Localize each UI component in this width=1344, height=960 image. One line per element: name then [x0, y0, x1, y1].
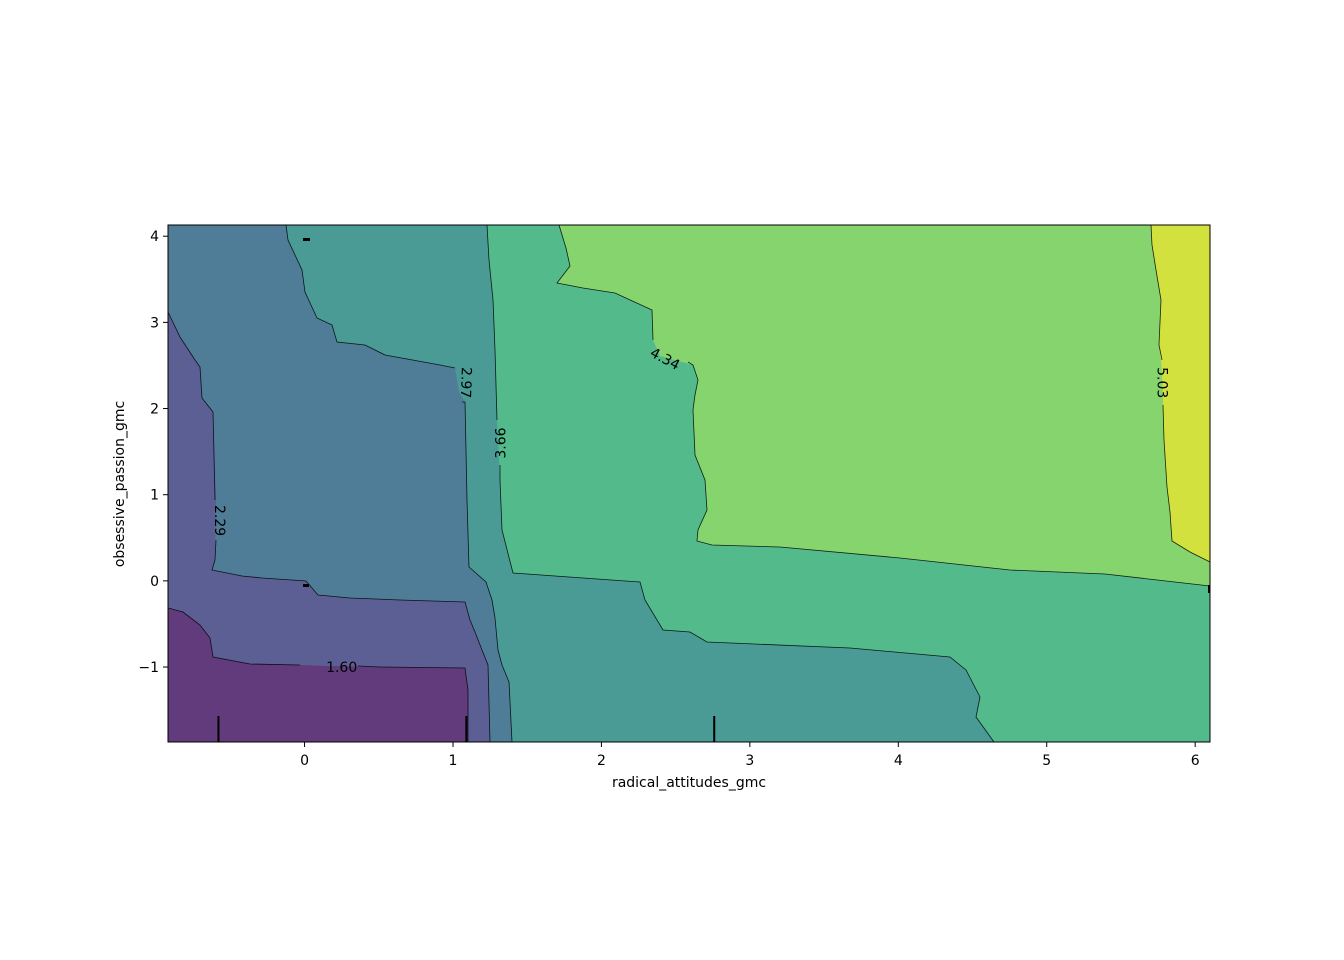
contour-region-level-1: [168, 312, 490, 742]
contour-label: 1.60: [326, 660, 357, 676]
y-tick-label: 2: [150, 402, 159, 418]
x-axis-label: radical_attitudes_gmc: [612, 775, 766, 791]
contour-line-3.66: [486, 225, 995, 742]
y-axis-ticks: −1 0 1 2 3 4: [138, 229, 168, 676]
contour-label: 2.29: [211, 505, 227, 536]
contour-artifact: [1208, 585, 1210, 593]
y-tick-label: 0: [150, 574, 159, 590]
x-tick-label: 6: [1191, 753, 1200, 769]
y-tick-label: 4: [150, 229, 159, 245]
contour-line-2.97: [285, 225, 513, 742]
x-tick-label: 3: [745, 753, 754, 769]
y-tick-label: 1: [150, 488, 159, 504]
contour-line-4.34: [556, 225, 1210, 587]
contour-label: 3.66: [493, 427, 509, 458]
contour-line-1.60: [168, 607, 469, 742]
x-tick-label: 2: [597, 753, 606, 769]
plot-area: 1.602.292.973.664.345.03: [168, 225, 1210, 742]
contour-region-level-0: [168, 608, 468, 742]
contour-lines: [168, 225, 1210, 742]
y-axis-label: obsessive_passion_gmc: [112, 401, 128, 567]
x-tick-label: 0: [300, 753, 309, 769]
contour-line-5.03: [1150, 225, 1210, 563]
y-tick-label: 3: [150, 315, 159, 331]
contour-label: 2.97: [457, 367, 474, 399]
rug-marks: [217, 716, 716, 742]
contour-line-2.29: [168, 311, 491, 742]
x-tick-label: 5: [1042, 753, 1051, 769]
x-tick-label: 1: [449, 753, 458, 769]
contour-artifact: [303, 238, 310, 241]
contour-label: 5.03: [1154, 367, 1170, 398]
contour-region-level-5: [557, 225, 1210, 586]
x-axis-ticks: 0 1 2 3 4 5 6: [300, 742, 1200, 769]
axes-frame: [167, 224, 1211, 743]
contour-region-level-6: [1151, 225, 1210, 562]
y-tick-label: −1: [138, 660, 159, 676]
contour-artifact: [303, 584, 309, 587]
x-tick-label: 4: [894, 753, 903, 769]
